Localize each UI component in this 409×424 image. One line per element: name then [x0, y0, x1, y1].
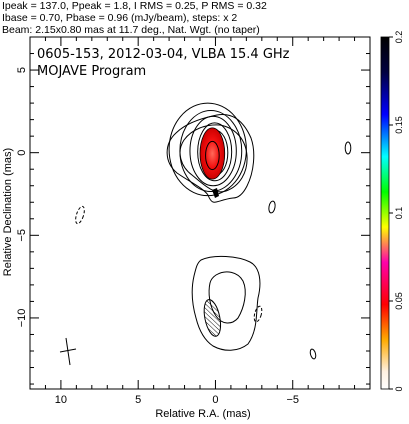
- chart-subtitle: MOJAVE Program: [37, 64, 146, 79]
- core-contour: [189, 115, 237, 187]
- chart-title: 0605-153, 2012-03-04, VLBA 15.4 GHz: [37, 47, 290, 62]
- y-tick-label: 5: [16, 67, 28, 73]
- x-tick-label: −5: [286, 394, 299, 406]
- core-outer-contour: [166, 113, 255, 203]
- south-outer-contour: [191, 255, 261, 351]
- isolated-contour-east: [268, 200, 276, 214]
- core-contour-2: [179, 124, 248, 193]
- colorbar-tick-label: 0.15: [394, 116, 404, 134]
- colorbar-tick-label: 0: [394, 386, 404, 391]
- x-tick-label: 5: [135, 394, 141, 406]
- y-tick-label: 0: [16, 150, 28, 156]
- x-tick-label: 0: [212, 394, 218, 406]
- colorbar: [380, 36, 390, 390]
- x-axis-label: Relative R.A. (mas): [155, 408, 250, 420]
- isolated-contour-south: [309, 348, 317, 360]
- header-line-1: Ipeak = 137.0, Ppeak = 1.8, I RMS = 0.25…: [2, 0, 267, 12]
- south-inner-contour: [208, 271, 246, 324]
- plot-area: [59, 102, 352, 366]
- neg-contour-west: [75, 205, 85, 225]
- contour-layer: [75, 102, 352, 360]
- core-contour: [197, 122, 233, 182]
- polarized-intensity-blob: [199, 127, 226, 180]
- y-tick-label: −5: [16, 229, 28, 242]
- colorbar-tick-label: 0.05: [394, 292, 404, 310]
- polarization-marker: [212, 188, 219, 198]
- core-contour: [179, 110, 243, 193]
- core-contour: [168, 102, 247, 197]
- core-innermost-contour: [205, 140, 220, 171]
- axes: 10 5 0 −5 5 0 −5 −10: [16, 36, 371, 406]
- colorbar-tick-label: 0.2: [394, 31, 404, 44]
- plot-frame: [29, 36, 371, 390]
- header-line-3: Beam: 2.15x0.80 mas at 11.7 deg., Nat. W…: [2, 24, 260, 36]
- header-line-2: Ibase = 0.70, Pbase = 0.96 (mJy/beam), s…: [2, 12, 237, 24]
- neg-contour-southeast: [253, 305, 263, 323]
- y-tick-label: −10: [16, 309, 28, 328]
- colorbar-ticks: 0 0.05 0.1 0.15 0.2: [389, 31, 404, 392]
- y-axis-label: Relative Declination (mas): [2, 148, 14, 276]
- beam-ellipse: [203, 299, 222, 337]
- isolated-contour-far-east: [344, 141, 352, 155]
- cross-marker: [59, 337, 77, 366]
- x-tick-label: 10: [55, 394, 67, 406]
- colorbar-tick-label: 0.1: [394, 207, 404, 220]
